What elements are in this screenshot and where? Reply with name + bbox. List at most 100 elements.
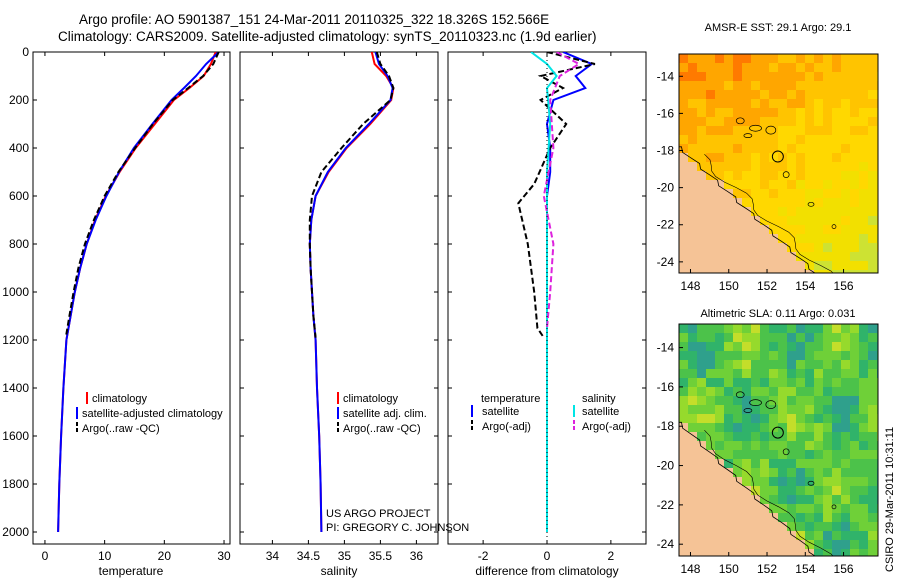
y-tick-label: -18 [657,144,675,158]
heatmap-cell [850,468,860,478]
heatmap-cell [769,81,779,91]
heatmap-cell [769,477,779,487]
heatmap-cell [814,261,824,271]
x-tick-label: 36 [410,549,424,563]
salinity-legend: climatology satellite adj. clim. Argo(..… [337,392,427,435]
heatmap-cell [751,549,761,556]
heatmap-cell [760,540,770,550]
heatmap-cell [841,171,851,181]
legend-label-satellite: satellite adj. clim. [343,408,427,420]
heatmap-cell [697,216,707,226]
heatmap-cell [832,459,842,469]
heatmap-cell [796,423,806,433]
heatmap-cell [733,387,743,397]
heatmap-cell [688,171,698,181]
y-tick-label: 1400 [2,381,29,395]
heatmap-cell [841,486,851,496]
heatmap-cell [868,153,878,163]
heatmap-cell [769,189,779,199]
heatmap-cell [841,333,851,343]
heatmap-cell [760,522,770,532]
heatmap-cell [697,108,707,118]
heatmap-cell [715,396,725,406]
heatmap-cell [706,126,716,136]
heatmap-cell [841,360,851,370]
heatmap-cell [868,504,878,514]
heatmap-cell [823,432,833,442]
heatmap-cell [868,342,878,352]
heatmap-cell [733,153,743,163]
heatmap-cell [679,144,689,154]
heatmap-cell [733,108,743,118]
heatmap-cell [742,54,752,64]
heatmap-cell [688,108,698,118]
heatmap-cell [868,126,878,136]
heatmap-cell [841,387,851,397]
heatmap-cell [742,243,752,253]
heatmap-cell [850,459,860,469]
heatmap-cell [868,135,878,145]
heatmap-cell [688,378,698,388]
heatmap-cell [796,513,806,523]
heatmap-cell [697,477,707,487]
heatmap-cell [850,99,860,109]
heatmap-cell [796,351,806,361]
heatmap-cell [850,342,860,352]
heatmap-cell [823,81,833,91]
heatmap-cell [787,333,797,343]
heatmap-cell [733,396,743,406]
temperature-legend: climatology satellite-adjusted climatolo… [76,392,223,435]
heatmap-cell [805,369,815,379]
heatmap-cell [841,144,851,154]
heatmap-cell [832,450,842,460]
heatmap-cell [751,333,761,343]
heatmap-cell [823,549,833,556]
heatmap-cell [796,522,806,532]
sst-map-frame [678,53,879,274]
heatmap-cell [769,468,779,478]
heatmap-cell [724,108,734,118]
heatmap-cell [832,531,842,541]
heatmap-cell [724,126,734,136]
heatmap-cell [706,252,716,262]
heatmap-cell [697,54,707,64]
reef-outline [735,391,745,399]
heatmap-cell [796,414,806,424]
heatmap-cell [796,108,806,118]
heatmap-cell [787,243,797,253]
heatmap-cell [742,549,752,556]
heatmap-cell [733,504,743,514]
heatmap-cell [697,423,707,433]
heatmap-cell [796,144,806,154]
heatmap-cell [697,261,707,271]
heatmap-cell [769,180,779,190]
heatmap-cell [733,207,743,217]
heatmap-cell [733,90,743,100]
legend-label-temp-argo: Argo(-adj) [482,421,531,433]
heatmap-cell [697,486,707,496]
heatmap-cell [814,63,824,73]
heatmap-cell [841,441,851,451]
heatmap-cell [760,117,770,127]
heatmap-cell [868,396,878,406]
heatmap-cell [769,243,779,253]
heatmap-cell [796,450,806,460]
heatmap-cell [778,351,788,361]
x-tick-label: 152 [757,279,777,293]
heatmap-cell [859,216,869,226]
heatmap-cell [697,207,707,217]
heatmap-cell [769,540,779,550]
heatmap-cell [724,423,734,433]
heatmap-cell [706,270,716,273]
heatmap-cell [760,171,770,181]
heatmap-cell [724,351,734,361]
heatmap-cell [697,99,707,109]
heatmap-cell [769,333,779,343]
heatmap-cell [679,234,689,244]
heatmap-cell [814,252,824,262]
heatmap-cell [814,207,824,217]
heatmap-cell [751,486,761,496]
heatmap-cell [688,72,698,82]
heatmap-cell [805,135,815,145]
